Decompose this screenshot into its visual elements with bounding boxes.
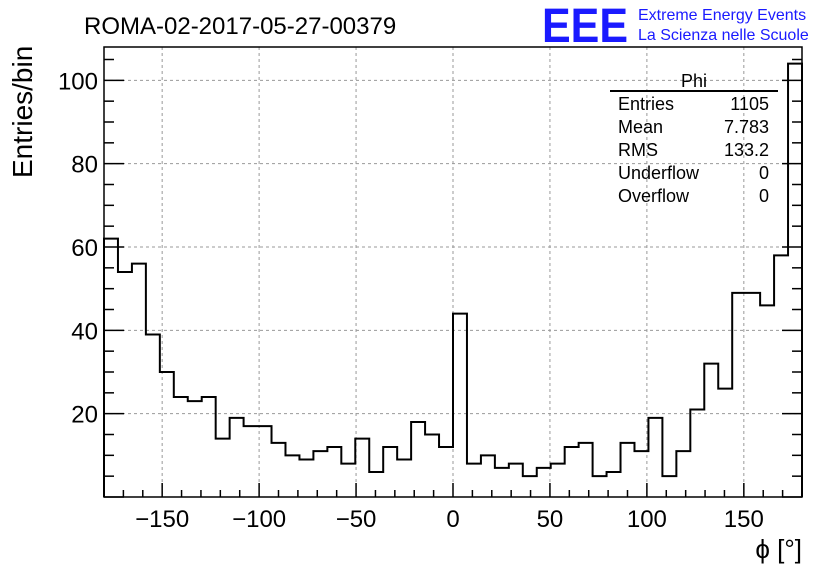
x-tick-label: −150: [135, 506, 189, 533]
stats-label: Overflow: [618, 186, 690, 206]
y-tick-label: 80: [71, 152, 98, 179]
plot-frame: [103, 46, 803, 498]
y-axis-label: Entries/bin: [7, 46, 38, 178]
x-tick-label: −100: [232, 506, 286, 533]
x-tick-label: 50: [537, 506, 564, 533]
grid-lines: [104, 47, 802, 497]
stats-rows: Entries 1105 Mean 7.783 RMS 133.2 Underflow 0 Ov…: [618, 94, 769, 206]
y-tick-labels: 20 40 60 80 100: [58, 68, 98, 428]
histogram-line: [103, 62, 803, 497]
stats-value: 7.783: [724, 117, 769, 137]
chart-title: ROMA-02-2017-05-27-00379: [84, 13, 396, 40]
stats-value: 1105: [730, 94, 769, 114]
y-tick-label: 60: [71, 235, 98, 262]
stats-label: Mean: [618, 117, 663, 137]
x-tick-label: 150: [724, 506, 764, 533]
stats-box: Phi Entries 1105 Mean 7.783 RMS 133.2 Underflo…: [610, 71, 778, 206]
logo-line2: La Scienza nelle Scuole: [638, 27, 809, 44]
x-tick-label: −50: [336, 506, 377, 533]
logo-line1: Extreme Energy Events: [638, 7, 806, 24]
stats-value: 133.2: [724, 140, 769, 160]
stats-label: RMS: [618, 140, 658, 160]
stats-value: 0: [759, 163, 769, 183]
stats-label: Underflow: [618, 163, 700, 183]
y-tick-label: 100: [58, 68, 98, 95]
x-tick-label: 100: [627, 506, 667, 533]
stats-value: 0: [759, 186, 769, 206]
y-tick-label: 20: [71, 402, 98, 429]
stats-title: Phi: [681, 71, 707, 91]
x-tick-label: 0: [446, 506, 459, 533]
y-tick-label: 40: [71, 318, 98, 345]
eee-logo-mark: EEE: [542, 0, 628, 53]
stats-label: Entries: [618, 94, 674, 114]
x-axis-label: ϕ [°]: [755, 534, 802, 564]
eee-logo: EEE Extreme Energy Events La Scienza nel…: [542, 0, 809, 53]
x-tick-labels: −150 −100 −50 0 50 100 150: [135, 506, 764, 533]
